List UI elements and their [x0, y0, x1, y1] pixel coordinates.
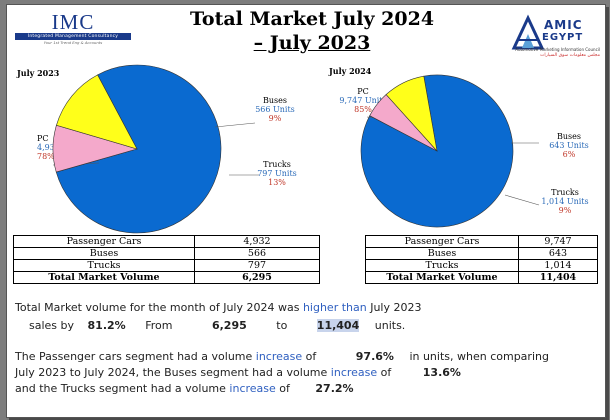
summary-text: Total Market volume for the month of Jul… [15, 301, 300, 314]
chart-2024-title: July 2024 [329, 66, 372, 76]
data-label-units: 1,014 Units [541, 197, 588, 206]
leader-line [214, 122, 256, 128]
summary-text: sales by [29, 319, 75, 332]
table-row: Buses 643 [365, 247, 598, 260]
amic-logo-subtitle: Automotive Marketing Information Council [515, 47, 600, 52]
summary-growth-pct: 81.2% [87, 319, 126, 332]
data-label-percent: 9% [559, 206, 572, 215]
summary-text: in units, when comparing [409, 350, 549, 363]
table-row: Trucks 797 [13, 259, 320, 272]
amic-logo-emblem [511, 14, 545, 50]
leader-line [504, 194, 540, 206]
amic-logo: AMIC EGYPT Automotive Marketing Informat… [510, 10, 600, 66]
data-label-units: 643 Units [549, 141, 589, 150]
data-label-units: 9,747 Units [339, 96, 386, 105]
table-total-label: Total Market Volume [13, 271, 195, 284]
summary-text: to [276, 319, 288, 332]
data-label-units: 566 Units [255, 105, 295, 114]
page-title: Total Market July 2024 – July 2023 [167, 7, 457, 55]
table-cell-label: Trucks [365, 259, 519, 272]
data-label-percent: 9% [269, 114, 282, 123]
summary-buses-pct: 13.6% [422, 366, 461, 379]
imc-logo-name: IMC [51, 10, 95, 34]
table-total-value: 6,295 [194, 271, 320, 284]
data-label-percent: 6% [563, 150, 576, 159]
summary-pc-pct: 97.6% [355, 350, 394, 363]
summary-text: and the Trucks segment had a volume [15, 382, 226, 395]
summary-highlight: increase [330, 366, 378, 379]
table-row: Trucks 1,014 [365, 259, 598, 272]
table-row: Buses 566 [13, 247, 320, 260]
chart-2023-title: July 2023 [17, 68, 60, 78]
amic-logo-line2: EGYPT [542, 32, 584, 43]
table-cell-value: 4,932 [194, 235, 320, 248]
table-cell-value: 566 [194, 247, 320, 260]
data-label-name: PC [357, 87, 369, 96]
pie-slice-trucks-july-2024 [385, 75, 438, 152]
table-cell-label: Passenger Cars [13, 235, 195, 248]
data-label-percent: 13% [268, 178, 286, 187]
imc-logo-tagline: Integrated Management Consultancy [15, 33, 131, 40]
summary-highlight: higher than [302, 301, 367, 314]
table-total-row: Total Market Volume 6,295 [13, 271, 320, 284]
table-total-label: Total Market Volume [365, 271, 519, 284]
data-label-name: Buses [263, 96, 287, 105]
summary-line-3: The Passenger cars segment had a volume … [15, 350, 549, 363]
data-label-name: Trucks [263, 160, 291, 169]
summary-line-1: Total Market volume for the month of Jul… [15, 301, 422, 314]
summary-text: From [145, 319, 173, 332]
summary-highlight: increase [229, 382, 276, 395]
summary-line-2: sales by 81.2% From 6,295 to 11,404 unit… [29, 319, 405, 332]
data-label-name: Trucks [551, 188, 579, 197]
table-row: Passenger Cars 4,932 [13, 235, 320, 248]
summary-trucks-pct: 27.2% [315, 382, 354, 395]
table-cell-value: 9,747 [518, 235, 598, 248]
imc-logo: IMC Integrated Management Consultancy Yo… [15, 11, 131, 45]
data-label-percent: 78% [37, 152, 55, 161]
summary-to-value: 11,404 [316, 319, 360, 332]
data-label-name: PC [37, 134, 49, 143]
table-total-row: Total Market Volume 11,404 [365, 271, 598, 284]
summary-text: units. [374, 319, 406, 332]
summary-highlight: increase [255, 350, 303, 363]
summary-text: July 2023 to July 2024, the Buses segmen… [15, 366, 328, 379]
summary-text: of [305, 350, 317, 363]
title-line-1: Total Market July 2024 [189, 8, 435, 30]
volume-table-2024: Passenger Cars 9,747 Buses 643 Trucks 1,… [365, 235, 598, 284]
imc-logo-motto: Your 1st Trend Eng & Accounts [43, 40, 103, 45]
title-line-2: – July 2023 [253, 32, 371, 54]
slide: IMC Integrated Management Consultancy Yo… [6, 4, 606, 418]
table-cell-label: Trucks [13, 259, 195, 272]
data-label-units: 797 Units [257, 169, 297, 178]
table-row: Passenger Cars 9,747 [365, 235, 598, 248]
table-cell-label: Buses [365, 247, 519, 260]
amic-logo-line1: AMIC [544, 18, 583, 32]
summary-text: of [279, 382, 290, 395]
summary-line-4: July 2023 to July 2024, the Buses segmen… [15, 366, 461, 379]
summary-line-5: and the Trucks segment had a volume incr… [15, 382, 354, 395]
table-cell-value: 797 [194, 259, 320, 272]
summary-text: of [380, 366, 392, 379]
pie-slice-trucks-july-2023 [56, 74, 138, 150]
summary-text: July 2023 [370, 301, 422, 314]
pie-slice-pc-july-2023 [55, 64, 222, 234]
table-cell-label: Passenger Cars [365, 235, 519, 248]
volume-table-2023: Passenger Cars 4,932 Buses 566 Trucks 79… [13, 235, 320, 284]
table-cell-value: 1,014 [518, 259, 598, 272]
summary-text: The Passenger cars segment had a volume [15, 350, 253, 363]
table-cell-value: 643 [518, 247, 598, 260]
table-total-value: 11,404 [518, 271, 598, 284]
data-label-name: Buses [557, 132, 581, 141]
table-cell-label: Buses [13, 247, 195, 260]
amic-logo-arabic: مجلس معلومات سوق السيارات [540, 53, 600, 58]
summary-from-value: 6,295 [211, 319, 247, 332]
data-label-percent: 85% [354, 105, 372, 114]
